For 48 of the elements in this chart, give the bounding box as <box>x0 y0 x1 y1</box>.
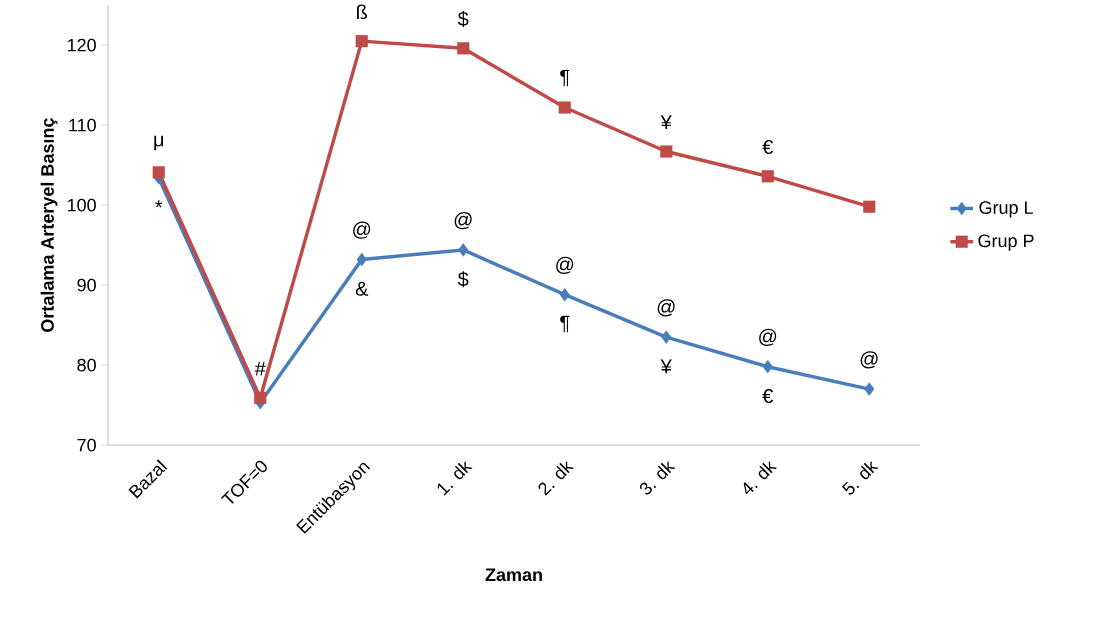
annotation: # <box>254 361 266 376</box>
point <box>660 145 673 158</box>
y-tick-label: 90 <box>77 278 96 292</box>
point <box>355 34 368 48</box>
annotation: μ <box>154 135 164 151</box>
y-tick-label: 110 <box>69 118 96 132</box>
x-tick-label: 4. dk <box>743 461 777 495</box>
x-tick-label: 1. dk <box>437 461 473 496</box>
annotation: @ <box>759 328 777 346</box>
annotation: @ <box>353 221 371 239</box>
annotation: @ <box>556 256 574 274</box>
annotation: ¥ <box>660 115 672 130</box>
legend-label: Grup P <box>978 234 1034 251</box>
point <box>761 170 774 183</box>
annotation: * <box>155 200 163 208</box>
y-tick-label: 70 <box>77 438 96 452</box>
annotation: & <box>355 281 369 296</box>
x-tick-label: 2. dk <box>538 461 574 496</box>
annotation: ß <box>357 4 368 20</box>
annotation: $ <box>457 271 469 288</box>
y-tick-label: 120 <box>67 38 96 52</box>
point <box>863 200 876 213</box>
point <box>558 101 571 114</box>
point <box>152 166 165 179</box>
point <box>356 252 367 267</box>
y-axis-title: Ortalama Arteryel Basınç <box>40 118 58 332</box>
annotation: ¥ <box>660 359 672 374</box>
point <box>661 330 672 344</box>
point <box>762 359 773 374</box>
annotation: € <box>762 139 774 154</box>
annotation: @ <box>454 211 472 230</box>
point <box>457 42 470 55</box>
legend-label: Grup L <box>979 201 1033 218</box>
x-tick-label: 3. dk <box>639 461 676 495</box>
annotation: ¶ <box>560 315 570 333</box>
annotation: ¶ <box>560 69 570 87</box>
x-tick-label: 5. dk <box>841 461 879 495</box>
y-tick-label: 100 <box>67 198 96 212</box>
annotation: $ <box>457 10 469 28</box>
annotation: € <box>762 388 774 404</box>
y-tick-label: 80 <box>77 358 96 372</box>
point <box>559 287 570 302</box>
annotation: @ <box>860 351 878 369</box>
point <box>254 391 267 404</box>
point <box>864 382 875 396</box>
point <box>458 243 469 257</box>
x-axis-title: Zaman <box>485 568 542 582</box>
annotation: @ <box>657 299 675 317</box>
